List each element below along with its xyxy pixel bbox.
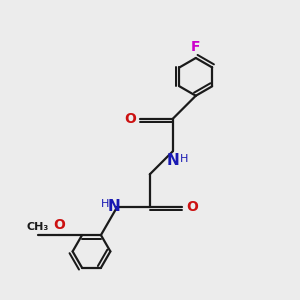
Text: N: N bbox=[167, 153, 179, 168]
Text: F: F bbox=[191, 40, 200, 55]
Text: O: O bbox=[53, 218, 65, 232]
Text: O: O bbox=[124, 112, 136, 126]
Text: O: O bbox=[186, 200, 198, 214]
Text: CH₃: CH₃ bbox=[27, 222, 49, 232]
Text: N: N bbox=[107, 200, 120, 214]
Text: H: H bbox=[100, 199, 109, 209]
Text: H: H bbox=[180, 154, 188, 164]
